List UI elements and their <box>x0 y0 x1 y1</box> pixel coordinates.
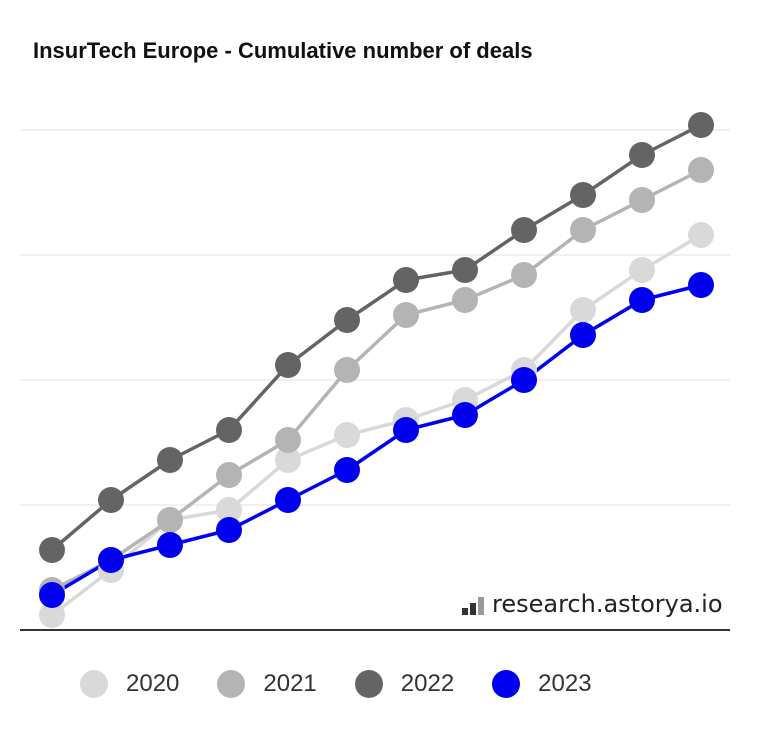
series-line-2023 <box>51 283 702 597</box>
data-point-2023[interactable] <box>452 402 478 428</box>
series-line-2022 <box>50 123 702 552</box>
astorya-logo-icon <box>462 593 488 615</box>
data-point-2020[interactable] <box>629 257 655 283</box>
data-point-2023[interactable] <box>334 457 360 483</box>
legend-label: 2023 <box>538 670 592 697</box>
series-line-2020 <box>50 233 702 617</box>
data-point-2020[interactable] <box>334 422 360 448</box>
data-point-2020[interactable] <box>216 497 242 523</box>
legend-item-2020[interactable]: 2020 <box>80 670 179 698</box>
data-point-2022[interactable] <box>393 267 419 293</box>
data-point-2023[interactable] <box>39 582 65 608</box>
data-point-2023[interactable] <box>570 322 596 348</box>
legend-label: 2020 <box>126 670 180 697</box>
data-point-2021[interactable] <box>452 287 478 313</box>
data-point-2023[interactable] <box>216 517 242 543</box>
legend-label: 2021 <box>263 670 317 697</box>
data-point-2023[interactable] <box>393 417 419 443</box>
data-point-2022[interactable] <box>275 352 301 378</box>
data-point-2022[interactable] <box>98 487 124 513</box>
legend-label: 2022 <box>400 670 455 697</box>
data-point-2023[interactable] <box>98 547 124 573</box>
data-point-2021[interactable] <box>157 507 183 533</box>
data-point-2022[interactable] <box>452 257 478 283</box>
data-point-2022[interactable] <box>629 142 655 168</box>
legend-marker <box>492 670 521 698</box>
data-point-2022[interactable] <box>39 537 65 563</box>
legend-marker <box>217 670 246 698</box>
data-point-2021[interactable] <box>511 262 537 288</box>
data-point-2022[interactable] <box>216 417 242 443</box>
data-point-2021[interactable] <box>688 157 714 183</box>
data-point-2020[interactable] <box>570 297 596 323</box>
watermark: research.astorya.io <box>462 590 723 618</box>
data-point-2023[interactable] <box>157 532 183 558</box>
data-point-2021[interactable] <box>334 357 360 383</box>
data-point-2021[interactable] <box>216 462 242 488</box>
data-point-2023[interactable] <box>629 287 655 313</box>
series-lines <box>50 123 702 617</box>
data-point-2022[interactable] <box>570 182 596 208</box>
data-point-2021[interactable] <box>629 187 655 213</box>
series-points <box>39 112 714 628</box>
legend-marker <box>354 670 383 698</box>
legend-item-2022[interactable]: 2022 <box>354 670 455 698</box>
data-point-2022[interactable] <box>688 112 714 138</box>
data-point-2022[interactable] <box>511 217 537 243</box>
legend-item-2021[interactable]: 2021 <box>217 670 317 698</box>
data-point-2021[interactable] <box>275 427 301 453</box>
data-point-2022[interactable] <box>157 447 183 473</box>
data-point-2020[interactable] <box>39 602 65 628</box>
data-point-2021[interactable] <box>570 217 596 243</box>
legend-item-2023[interactable]: 2023 <box>492 670 592 698</box>
chart-title: InsurTech Europe - Cumulative number of … <box>33 38 533 63</box>
data-point-2023[interactable] <box>688 272 714 298</box>
legend: 2020 2021 2022 2023 <box>80 670 630 698</box>
watermark-text: research.astorya.io <box>492 590 723 618</box>
data-point-2021[interactable] <box>393 302 419 328</box>
legend-marker <box>80 670 108 698</box>
data-point-2020[interactable] <box>275 447 301 473</box>
data-point-2020[interactable] <box>688 222 714 248</box>
gridlines <box>20 129 730 506</box>
data-point-2022[interactable] <box>334 307 360 333</box>
line-chart <box>20 112 730 631</box>
data-point-2023[interactable] <box>511 367 537 393</box>
data-point-2023[interactable] <box>275 487 301 513</box>
